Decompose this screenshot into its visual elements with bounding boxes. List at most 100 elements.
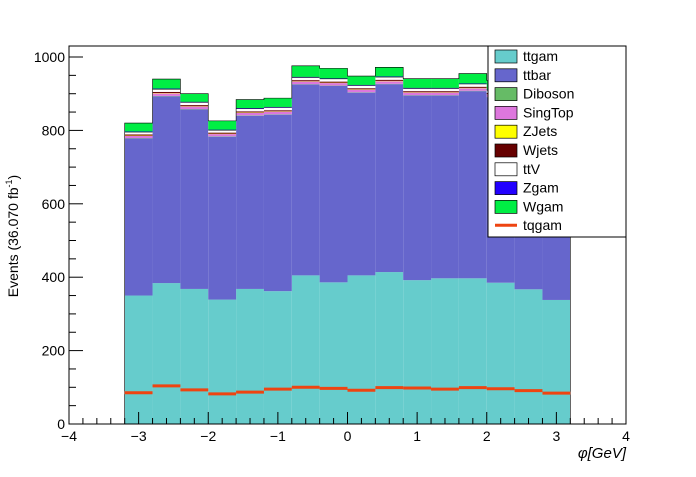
bar-ttgam-5 — [264, 291, 292, 424]
bar-wjets-10 — [403, 91, 431, 92]
bar-wjets-5 — [264, 110, 292, 111]
legend-label: Wgam — [523, 198, 563, 214]
legend-swatch — [495, 88, 517, 101]
bar-ttgam-14 — [515, 289, 543, 424]
legend-label: ttV — [523, 161, 541, 177]
legend-item-diboson: Diboson — [495, 86, 574, 102]
bar-ttbar-7 — [320, 86, 348, 282]
x-tick-label: −1 — [270, 428, 286, 444]
bar-singtop-0 — [125, 136, 153, 138]
legend-label: ttbar — [523, 67, 551, 83]
bar-singtop-5 — [264, 112, 292, 115]
bar-ttbar-6 — [292, 85, 320, 276]
bar-ttgam-15 — [542, 300, 570, 424]
bar-singtop-4 — [236, 113, 264, 116]
bar-wgam-4 — [236, 100, 264, 108]
y-axis-label-sup: -1 — [4, 179, 14, 187]
bar-ttgam-11 — [431, 278, 459, 424]
bar-wjets-4 — [236, 111, 264, 112]
bar-singtop-6 — [292, 82, 320, 85]
bar-wgam-12 — [459, 74, 487, 84]
x-axis-label-unit: [GeV] — [587, 445, 627, 462]
legend-swatch — [495, 69, 517, 82]
bar-wgam-7 — [320, 68, 348, 78]
legend-swatch — [495, 106, 517, 119]
legend-swatch — [495, 182, 517, 195]
bar-ttbar-2 — [180, 109, 208, 288]
legend-item-zgam: Zgam — [495, 180, 559, 196]
bar-ttgam-1 — [153, 283, 181, 424]
bar-wgam-1 — [153, 79, 181, 89]
x-tick-label: 3 — [552, 428, 560, 444]
x-axis-label-phi: φ — [578, 445, 588, 462]
bar-wgam-11 — [431, 79, 459, 88]
legend-label: SingTop — [523, 104, 574, 120]
bar-ttgam-3 — [208, 300, 236, 424]
bar-ttbar-0 — [125, 138, 153, 295]
bar-wjets-11 — [431, 91, 459, 92]
x-tick-label: 4 — [622, 428, 630, 444]
bar-ttbar-10 — [403, 96, 431, 281]
bar-singtop-1 — [153, 93, 181, 96]
y-axis-label: Events (36.070 fb-1) — [4, 175, 21, 297]
legend-item-ttgam: ttgam — [495, 48, 558, 64]
series-ttgam — [125, 272, 571, 424]
x-tick-label: 2 — [483, 428, 491, 444]
legend: ttgam ttbar Diboson SingTop ZJets Wjets ttV Zga… — [488, 46, 626, 237]
x-tick-label: −3 — [131, 428, 147, 444]
bar-singtop-12 — [459, 88, 487, 91]
bar-singtop-11 — [431, 93, 459, 96]
bar-wjets-9 — [375, 80, 403, 81]
bar-wgam-0 — [125, 123, 153, 131]
y-tick-label: 600 — [42, 196, 66, 212]
legend-label: ZJets — [523, 123, 557, 139]
bar-wjets-7 — [320, 82, 348, 83]
bar-singtop-3 — [208, 134, 236, 136]
bar-singtop-2 — [180, 107, 208, 110]
bar-wjets-3 — [208, 133, 236, 134]
bar-ttgam-7 — [320, 282, 348, 424]
bar-ttgam-0 — [125, 296, 153, 424]
legend-label: ttgam — [523, 48, 558, 64]
bar-wjets-1 — [153, 92, 181, 93]
legend-swatch — [495, 163, 517, 176]
bar-wjets-8 — [348, 88, 376, 89]
bar-ttgam-9 — [375, 272, 403, 424]
y-axis-label-end: ) — [5, 175, 21, 180]
bar-wgam-10 — [403, 79, 431, 88]
bar-ttgam-13 — [487, 283, 515, 424]
bar-wgam-9 — [375, 67, 403, 76]
legend-swatch — [495, 125, 517, 138]
bar-ttbar-12 — [459, 91, 487, 278]
y-tick-label: 400 — [42, 269, 66, 285]
bar-wjets-12 — [459, 87, 487, 88]
bar-ttbar-9 — [375, 84, 403, 272]
bar-wjets-6 — [292, 80, 320, 81]
legend-item-wjets: Wjets — [495, 142, 558, 158]
x-axis-label: φ[GeV] — [578, 445, 627, 462]
bar-ttgam-8 — [348, 275, 376, 424]
bar-ttbar-5 — [264, 115, 292, 292]
legend-label: Zgam — [523, 180, 559, 196]
y-tick-label: 800 — [42, 122, 66, 138]
y-tick-label: 1000 — [34, 49, 65, 65]
legend-item-ttbar: ttbar — [495, 67, 551, 83]
legend-item-wgam: Wgam — [495, 198, 563, 214]
bar-wgam-2 — [180, 94, 208, 102]
y-axis-label-main: Events (36.070 fb — [5, 187, 21, 297]
legend-swatch — [495, 144, 517, 157]
legend-label: Diboson — [523, 86, 574, 102]
bar-ttbar-1 — [153, 96, 181, 283]
bar-singtop-10 — [403, 93, 431, 96]
legend-item-zjets: ZJets — [495, 123, 557, 139]
bar-ttgam-12 — [459, 278, 487, 424]
y-tick-label: 200 — [42, 343, 66, 359]
bar-wgam-6 — [292, 66, 320, 77]
bar-wgam-5 — [264, 98, 292, 107]
bar-ttbar-8 — [348, 93, 376, 276]
legend-label: Wjets — [523, 142, 558, 158]
bar-singtop-8 — [348, 90, 376, 93]
bar-wjets-2 — [180, 105, 208, 106]
legend-item-singtop: SingTop — [495, 104, 574, 120]
